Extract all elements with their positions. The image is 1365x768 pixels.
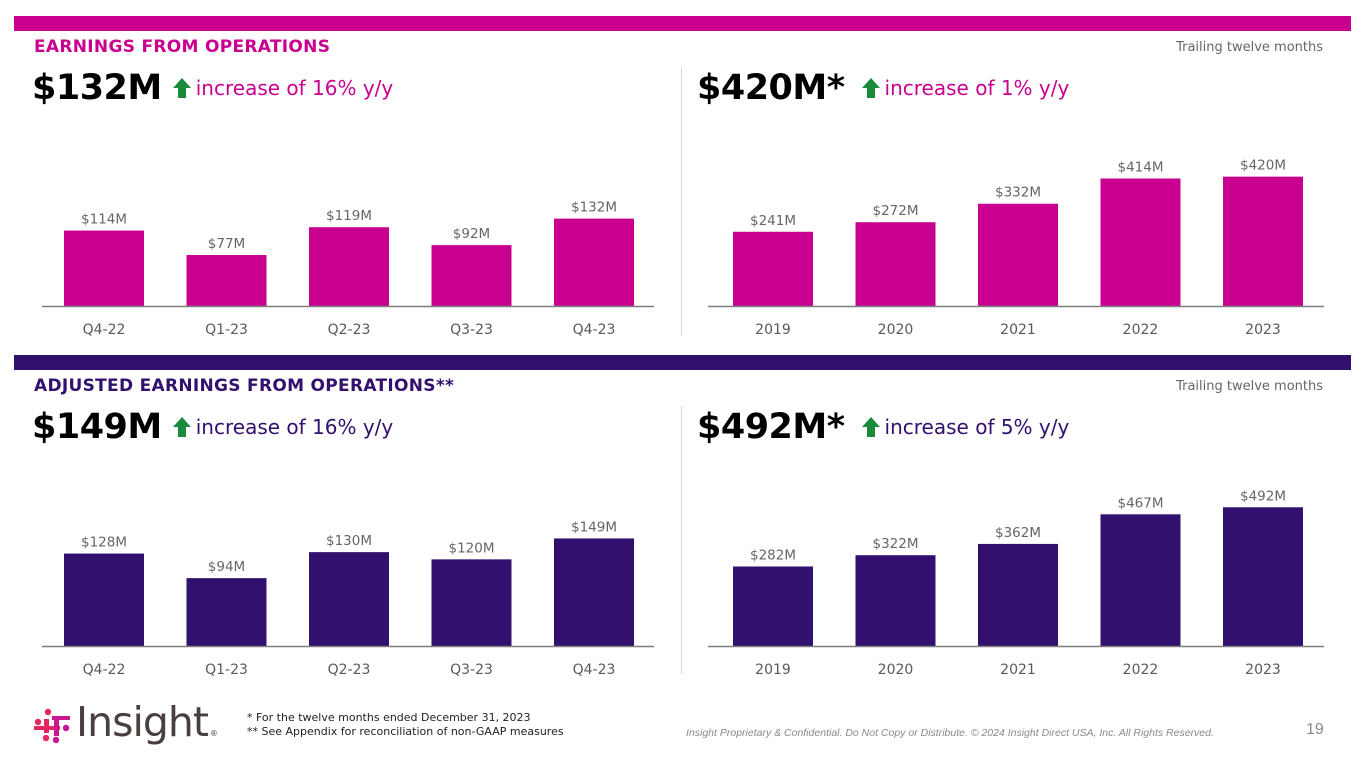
ttm-label: Trailing twelve months	[1176, 40, 1323, 55]
x-tick-label: 2023	[1245, 322, 1281, 338]
kpi-ttm-earnings: $420M* increase of 1% y/y	[697, 68, 1069, 108]
bar-2021	[978, 203, 1058, 306]
chart-quarterly-adjusted: $128M Q4-22 $94M Q1-23 $130M Q2-23 $120M Q3-23 $…	[42, 519, 654, 678]
bar-q4-23	[554, 538, 634, 646]
column-divider	[681, 67, 682, 335]
kpi-change-text: increase of 5% y/y	[884, 415, 1070, 439]
data-label: $130M	[326, 533, 372, 549]
bar-2023	[1223, 176, 1303, 306]
up-arrow-icon	[172, 417, 191, 437]
bar-2022	[1100, 514, 1181, 646]
logo-wordmark: Insight	[76, 698, 209, 746]
data-label: $94M	[208, 559, 245, 575]
x-tick-label: 2020	[878, 322, 914, 338]
bar-2019	[733, 231, 813, 306]
data-label: $114M	[81, 212, 127, 228]
data-label: $149M	[571, 519, 617, 535]
x-tick-label: 2023	[1245, 662, 1281, 678]
data-label: $120M	[448, 540, 494, 556]
kpi-value: $149M	[32, 407, 162, 447]
x-tick-label: Q4-23	[573, 322, 616, 338]
kpi-value: $492M*	[697, 407, 845, 447]
x-tick-label: 2019	[755, 662, 791, 678]
kpi-quarterly-earnings: $132M increase of 16% y/y	[32, 68, 393, 108]
data-label: $272M	[872, 203, 918, 219]
ttm-label: Trailing twelve months	[1176, 379, 1323, 394]
bar-q3-23	[431, 559, 512, 646]
section-band-adjusted	[14, 355, 1351, 370]
data-label: $92M	[453, 226, 490, 242]
data-label: $322M	[872, 536, 918, 552]
data-label: $467M	[1117, 495, 1163, 511]
x-tick-label: Q1-23	[205, 322, 248, 338]
bar-q1-23	[186, 255, 267, 306]
data-label: $282M	[750, 547, 796, 563]
bar-2020	[855, 222, 936, 306]
data-label: $414M	[1117, 159, 1163, 175]
bar-q4-22	[64, 553, 144, 646]
column-divider	[681, 406, 682, 674]
up-arrow-icon	[861, 417, 880, 437]
bar-2022	[1100, 178, 1181, 306]
footnote-1: * For the twelve months ended December 3…	[247, 711, 531, 724]
data-label: $492M	[1240, 488, 1286, 504]
data-label: $119M	[326, 208, 372, 224]
bar-2019	[733, 566, 813, 646]
insight-logo: Insight ®	[34, 700, 218, 744]
chart-quarterly-earnings: $114M Q4-22 $77M Q1-23 $119M Q2-23 $92M Q3-23 $1…	[42, 200, 654, 338]
data-label: $128M	[81, 535, 127, 551]
chart-ttm-earnings: $241M 2019 $272M 2020 $332M 2021 $414M 2022 $420…	[708, 158, 1324, 338]
x-tick-label: 2021	[1000, 322, 1036, 338]
bar-q3-23	[431, 245, 512, 306]
data-label: $332M	[995, 185, 1041, 201]
insight-logo-mark-icon	[34, 708, 70, 744]
bar-q2-23	[309, 227, 389, 306]
footnotes: * For the twelve months ended December 3…	[247, 711, 564, 739]
kpi-quarterly-adjusted: $149M increase of 16% y/y	[32, 407, 393, 447]
kpi-value: $132M	[32, 68, 162, 108]
x-tick-label: Q1-23	[205, 662, 248, 678]
data-label: $362M	[995, 525, 1041, 541]
data-label: $132M	[571, 200, 617, 216]
x-tick-label: Q4-22	[83, 322, 126, 338]
x-tick-label: Q3-23	[450, 322, 493, 338]
legal-notice: Insight Proprietary & Confidential. Do N…	[686, 727, 1214, 739]
footnote-2: ** See Appendix for reconciliation of no…	[247, 725, 564, 738]
x-tick-label: 2022	[1123, 662, 1159, 678]
bar-q4-23	[554, 218, 634, 306]
x-tick-label: Q2-23	[328, 322, 371, 338]
data-label: $420M	[1240, 158, 1286, 174]
section-title-adjusted: ADJUSTED EARNINGS FROM OPERATIONS**	[34, 376, 455, 396]
bar-q1-23	[186, 578, 267, 646]
page-number: 19	[1306, 721, 1324, 738]
x-tick-label: Q4-23	[573, 662, 616, 678]
x-tick-label: 2022	[1123, 322, 1159, 338]
bar-2020	[855, 555, 936, 646]
up-arrow-icon	[172, 78, 191, 98]
x-tick-label: 2020	[878, 662, 914, 678]
data-label: $241M	[750, 213, 796, 229]
chart-ttm-adjusted: $282M 2019 $322M 2020 $362M 2021 $467M 2022 $492…	[708, 488, 1324, 678]
x-tick-label: Q3-23	[450, 662, 493, 678]
up-arrow-icon	[861, 78, 880, 98]
bar-q2-23	[309, 552, 389, 646]
kpi-change-text: increase of 16% y/y	[195, 76, 394, 100]
data-label: $77M	[208, 236, 245, 252]
kpi-change-text: increase of 1% y/y	[884, 76, 1070, 100]
x-tick-label: 2019	[755, 322, 791, 338]
x-tick-label: 2021	[1000, 662, 1036, 678]
kpi-change-text: increase of 16% y/y	[195, 415, 394, 439]
kpi-value: $420M*	[697, 68, 845, 108]
kpi-ttm-adjusted: $492M* increase of 5% y/y	[697, 407, 1069, 447]
x-tick-label: Q2-23	[328, 662, 371, 678]
bar-2023	[1223, 507, 1303, 646]
section-title-earnings: EARNINGS FROM OPERATIONS	[34, 37, 331, 57]
x-tick-label: Q4-22	[83, 662, 126, 678]
bar-2021	[978, 543, 1058, 646]
bar-q4-22	[64, 230, 144, 306]
section-band-earnings	[14, 16, 1351, 31]
registered-mark: ®	[209, 729, 218, 738]
